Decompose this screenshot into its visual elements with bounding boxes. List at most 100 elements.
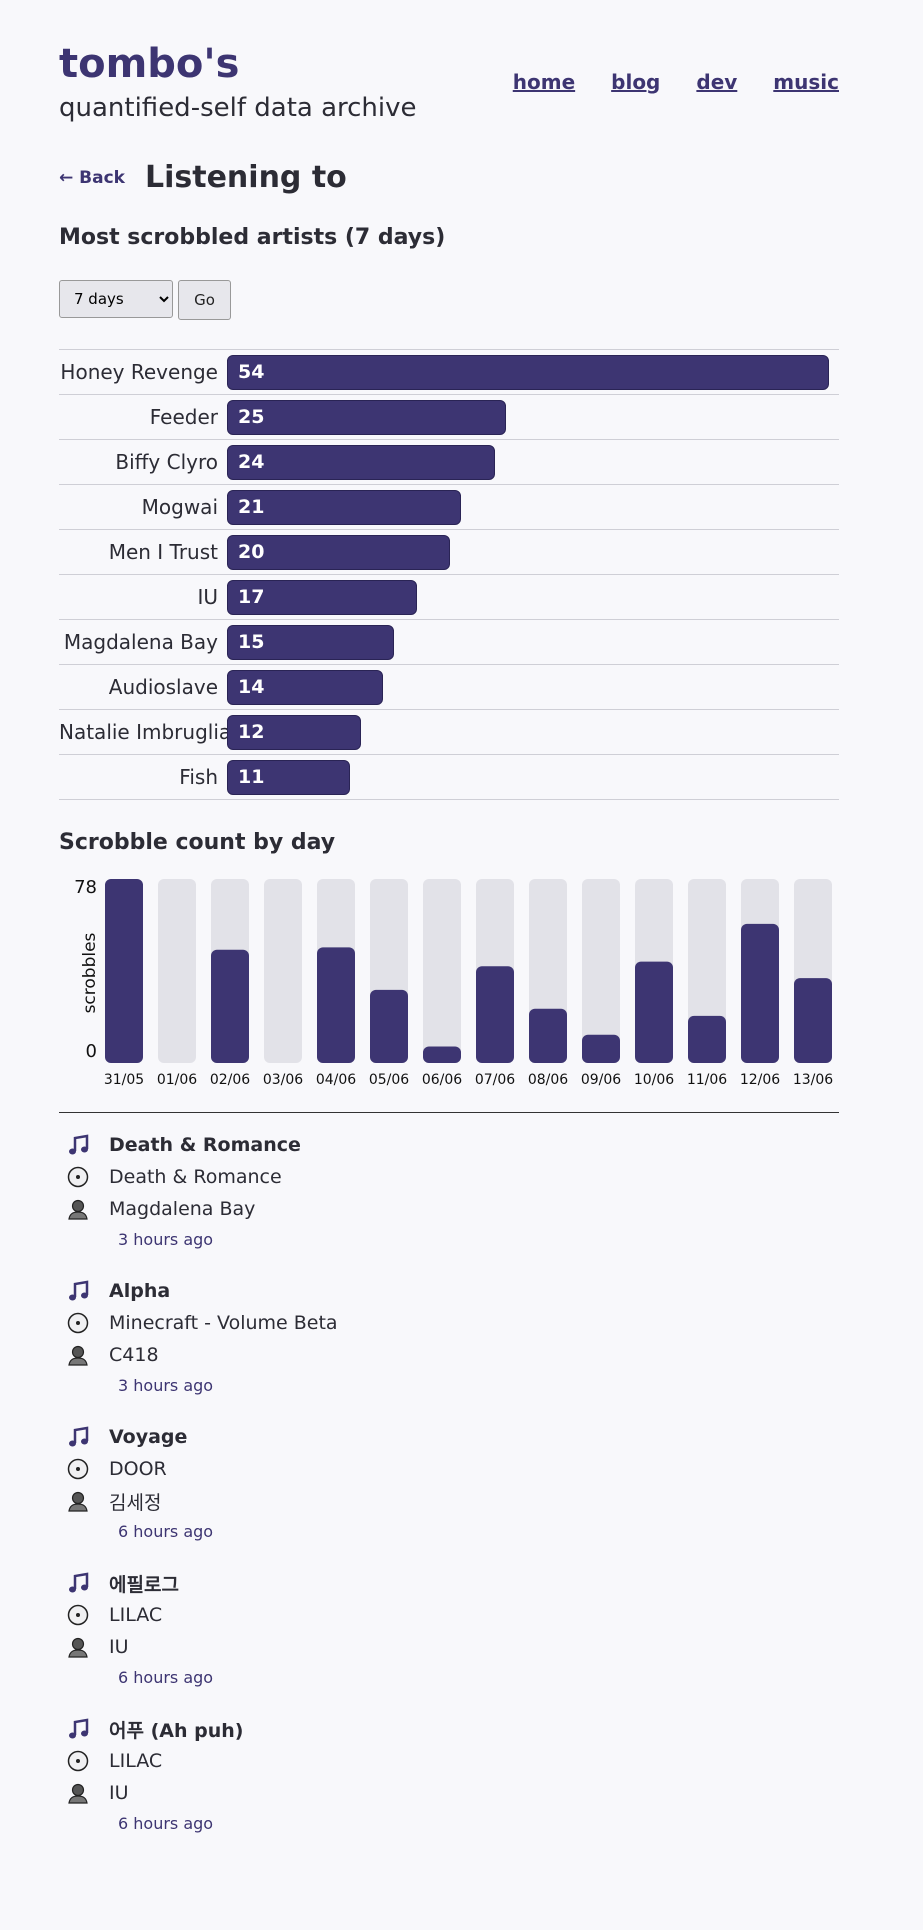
scrobble-track-title: Death & Romance [109,1134,301,1156]
artist-row: Mogwai 21 [59,485,839,530]
x-tick-label: 06/06 [422,1072,462,1088]
disc-icon [59,1458,109,1480]
artist-bar: 11 [227,759,350,795]
day-bar-background [423,879,461,1063]
person-icon [59,1490,109,1512]
artist-bar-track: 17 [227,579,839,615]
scrobble-album-name-row: Death & Romance [59,1161,839,1193]
daily-chart-heading: Scrobble count by day [59,830,336,855]
scrobble-artist-name: IU [109,1636,129,1658]
scrobble-artist-name: 김세정 [109,1491,162,1514]
artist-bar-track: 11 [227,759,839,795]
x-tick-label: 09/06 [581,1072,621,1088]
day-bar [211,949,249,1063]
disc-icon [59,1750,109,1772]
scrobble-track-title-row: Voyage [59,1421,839,1453]
scrobble-album-name: Minecraft - Volume Beta [109,1312,338,1334]
disc-icon [59,1604,109,1626]
scrobble-album-name: LILAC [109,1750,163,1772]
artist-row: Fish 11 [59,755,839,800]
day-bar [794,978,832,1063]
artist-name: Feeder [149,405,218,429]
top-artists-chart: Honey Revenge 54 Feeder 25 Biffy Clyro 24 Mogw… [59,349,839,800]
artist-bar: 24 [227,444,495,480]
day-bar-background [264,879,302,1063]
site-header: tombo's quantified-self data archive hom… [59,0,839,124]
scrobble-track-title-row: Alpha [59,1275,839,1307]
scrobble-album-name: LILAC [109,1604,163,1626]
scrobble-item: 어푸 (Ah puh) LILAC IU 6 hours ago [59,1713,839,1859]
top-artists-heading: Most scrobbled artists (7 days) [59,225,446,250]
period-form: 7 days Go [59,280,839,320]
nav-music-link[interactable]: music [773,70,839,94]
artist-bar-track: 24 [227,444,839,480]
scrobble-album-name-row: DOOR [59,1453,839,1485]
artist-row: IU 17 [59,575,839,620]
artist-name: Magdalena Bay [63,630,218,654]
y-axis-label: scrobbles [80,932,100,1013]
section-divider [59,1112,839,1113]
person-icon [59,1198,109,1220]
scrobble-time: 6 hours ago [118,1522,214,1541]
back-link[interactable]: ← Back [59,167,125,188]
scrobble-artist-name-row: 김세정 [59,1485,839,1517]
scrobble-artist-name-row: Magdalena Bay [59,1193,839,1225]
artist-bar-track: 15 [227,624,839,660]
daily-scrobble-chart: scrobbles 78 0 31/05 01/06 02/06 03/06 04/06 05/… [74,877,833,1088]
day-bar-background [582,879,620,1063]
nav-home-link[interactable]: home [512,70,576,94]
scrobble-artist-name: Magdalena Bay [109,1198,256,1220]
scrobble-artist-name-row: IU [59,1777,839,1809]
x-tick-label: 04/06 [316,1072,356,1088]
go-button[interactable]: Go [178,280,231,320]
artist-bar: 17 [227,579,417,615]
artist-row: Men I Trust 20 [59,530,839,575]
artist-name: Fish [179,765,218,789]
artist-bar-track: 54 [227,354,839,390]
artist-bar: 25 [227,399,506,435]
y-tick-min: 0 [86,1041,97,1062]
disc-icon [59,1312,109,1334]
artist-bar: 15 [227,624,395,660]
x-tick-label: 07/06 [475,1072,515,1088]
artist-row: Natalie Imbruglia 12 [59,710,839,755]
day-bar [582,1034,620,1063]
day-bar [529,1008,567,1063]
recent-scrobbles-list: Death & Romance Death & Romance Magdalena … [59,1129,839,1859]
x-tick-label: 11/06 [687,1072,727,1088]
artist-bar: 21 [227,489,462,525]
scrobble-track-title-row: Death & Romance [59,1129,839,1161]
artist-row: Feeder 25 [59,395,839,440]
nav-blog-link[interactable]: blog [611,70,661,94]
day-bar-background [158,879,196,1063]
scrobble-artist-name: IU [109,1782,129,1804]
person-icon [59,1636,109,1658]
scrobble-track-title: 어푸 (Ah puh) [109,1719,244,1742]
artist-bar: 20 [227,534,450,570]
period-select[interactable]: 7 days [59,280,173,318]
nav-dev-link[interactable]: dev [696,70,738,94]
artist-name: Mogwai [141,495,218,519]
music-note-icon [59,1571,109,1595]
artist-bar-track: 14 [227,669,839,705]
artist-row: Magdalena Bay 15 [59,620,839,665]
artist-bar-track: 20 [227,534,839,570]
day-bar [688,1015,726,1063]
day-bar [105,879,143,1063]
scrobble-item: Death & Romance Death & Romance Magdalena … [59,1129,839,1275]
scrobble-album-name-row: LILAC [59,1745,839,1777]
site-title[interactable]: tombo's [59,41,240,87]
page: tombo's quantified-self data archive hom… [59,0,839,1859]
scrobble-album-name: DOOR [109,1458,167,1480]
person-icon [59,1344,109,1366]
page-title: Listening to [144,160,347,195]
artist-row: Honey Revenge 54 [59,350,839,395]
site-subtitle: quantified-self data archive [59,93,417,123]
main-nav: home blog dev music [513,70,839,94]
page-heading: ← Back Listening to [59,160,839,195]
scrobble-track-title-row: 어푸 (Ah puh) [59,1713,839,1745]
artist-row: Biffy Clyro 24 [59,440,839,485]
artist-bar-track: 25 [227,399,839,435]
day-bar [476,966,514,1063]
scrobble-time: 3 hours ago [118,1376,214,1395]
